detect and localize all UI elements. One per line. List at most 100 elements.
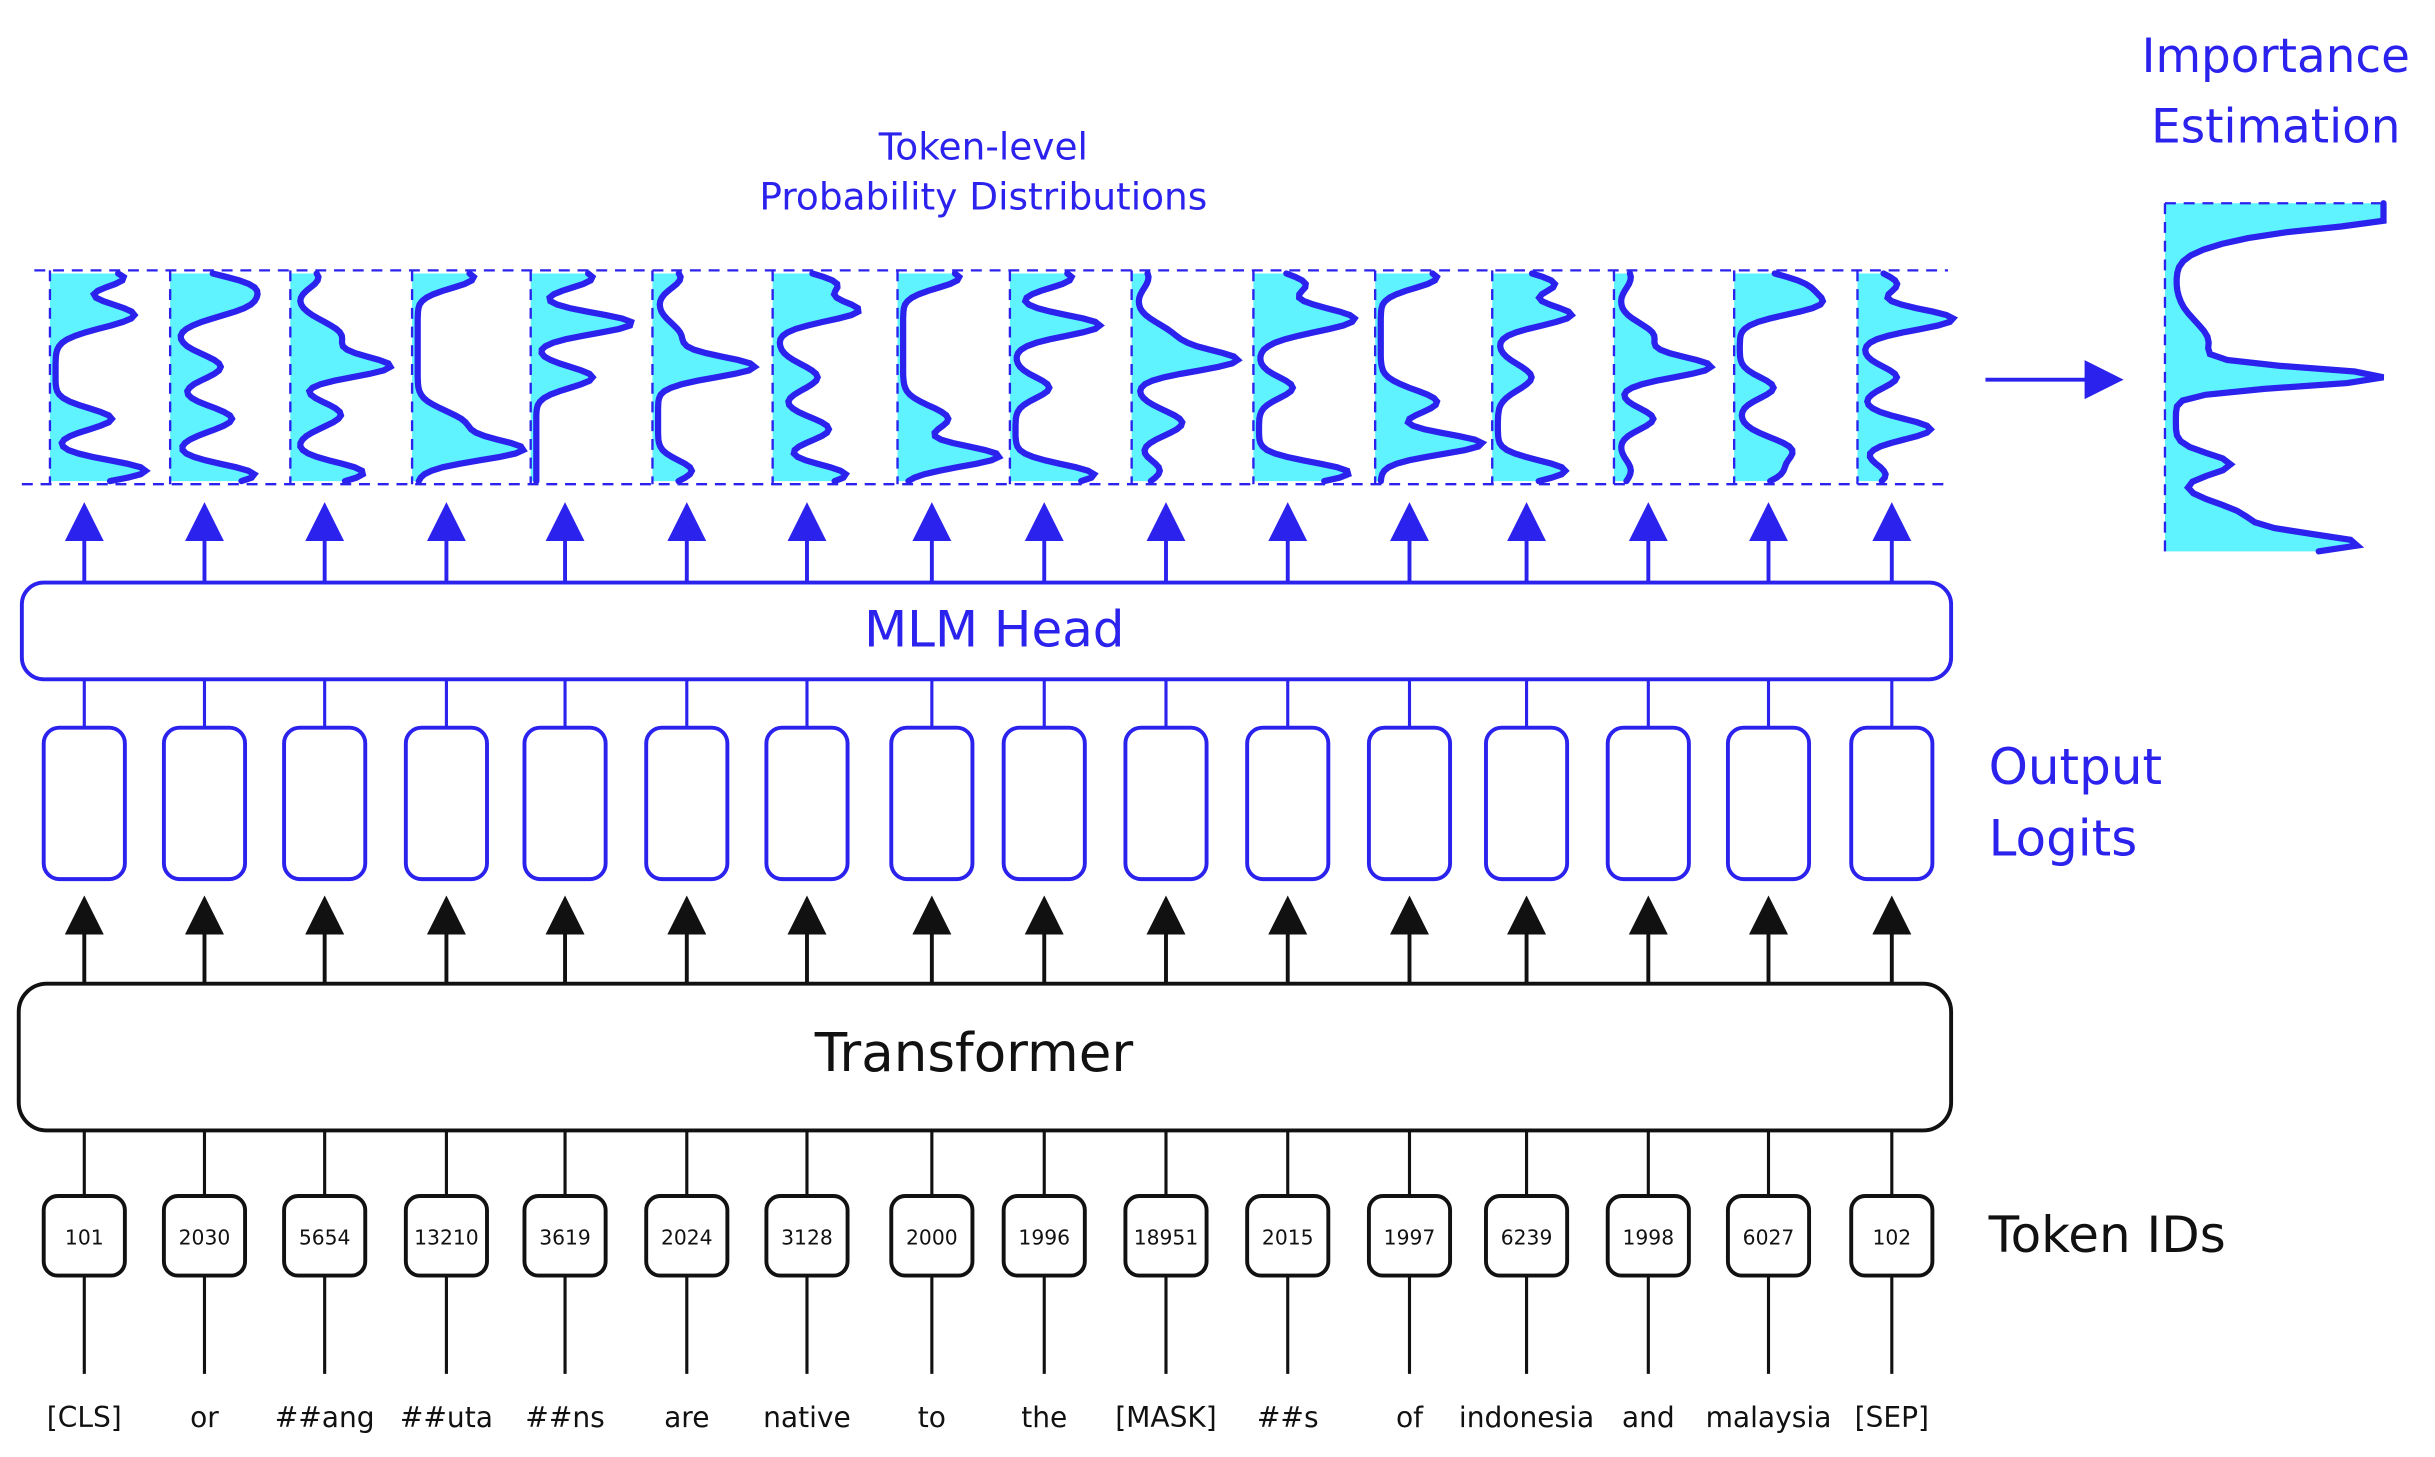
token-text: or [190,1401,219,1434]
importance-title-line2: Estimation [2151,100,2400,154]
token-id: 6027 [1743,1225,1795,1249]
distribution-fill [897,273,999,482]
mlm-head-box [19,580,1954,682]
output-logit-box [1001,725,1087,882]
output-logit-box [1484,725,1570,882]
distribution-curve [654,270,760,485]
distributions-title-line1: Token-level [878,125,1088,169]
token-text: [MASK] [1115,1401,1217,1434]
token-text: [CLS] [47,1401,122,1434]
token-id: 3128 [781,1225,833,1249]
distribution-curve [1494,270,1577,485]
transformer-label: Transformer [814,1022,1134,1084]
distribution-panel [48,270,151,485]
distribution-panels [48,270,1959,485]
token-id: 1997 [1384,1225,1436,1249]
token-id-box [1605,1194,1691,1278]
token-id: 6239 [1501,1225,1553,1249]
token-id: 2030 [179,1225,231,1249]
output-logits-label-line1: Output [1989,738,2162,796]
output-logit-boxes [41,679,1935,882]
output-logit-box [403,725,489,882]
token-id-box [161,1194,248,1278]
token-id: 1998 [1622,1225,1674,1249]
distribution-curve [297,270,395,485]
token-text: ##ns [525,1401,604,1434]
importance-curve [2172,200,2387,555]
distribution-curve [414,270,528,485]
token-id-box [1725,1194,1812,1278]
importance-title-line1: Importance [2142,30,2410,84]
input-tokens: [CLS] or ##ang ##uta ##ns are native to the [MASK… [47,1401,1929,1434]
distribution-curve [1736,270,1827,485]
token-id-box [1123,1194,1209,1278]
token-id: 18951 [1134,1225,1199,1249]
distribution-panel [1732,270,1827,485]
token-text: ##s [1257,1401,1319,1434]
distribution-curve [177,270,261,485]
distribution-panel [1491,270,1577,485]
token-text: of [1396,1401,1424,1434]
token-id: 2024 [661,1225,713,1249]
output-logit-box [1366,725,1453,882]
distribution-panel [529,270,635,485]
token-text: native [763,1401,851,1434]
distribution-fill [1009,273,1100,482]
transformer-box [16,981,1954,1133]
importance-distribution [2163,200,2387,555]
mlm-output-arrows [64,502,1912,581]
token-id: 102 [1872,1225,1911,1249]
token-id-box [764,1194,850,1278]
token-text: [SEP] [1855,1401,1929,1434]
distribution-panel [1856,270,1959,485]
distribution-panel [1130,270,1243,485]
token-id: 2015 [1262,1225,1314,1249]
distribution-curve [900,270,1004,485]
output-logit-box [644,725,730,882]
distribution-panel [1008,270,1105,485]
distribution-curve [1012,270,1105,485]
token-id-box [889,1194,975,1278]
distribution-panel [1373,270,1488,485]
token-id: 3619 [539,1225,591,1249]
output-logit-box [1725,725,1812,882]
distribution-panel [771,270,862,485]
token-text: the [1021,1401,1067,1434]
token-text: to [918,1401,946,1434]
distribution-fill [1492,273,1572,482]
output-logit-box [41,725,127,882]
distribution-curve [52,270,151,485]
importance-fill [2164,203,2384,552]
token-id: 101 [65,1225,104,1249]
token-id-box [1245,1194,1331,1278]
token-ids-label: Token IDs [1988,1206,2226,1264]
distributions-title-line2: Probability Distributions [759,175,1207,219]
token-id: 1996 [1018,1225,1070,1249]
output-logit-box [161,725,248,882]
distribution-fill [412,273,524,482]
token-id-box [41,1194,127,1278]
distribution-fill [49,273,146,482]
distribution-curve [1135,270,1243,485]
distribution-curve [1618,270,1716,485]
distribution-panel [1612,270,1716,485]
mlm-head-label: MLM Head [864,601,1124,659]
output-logit-box [1123,725,1209,882]
token-id-box [644,1194,730,1278]
distribution-panel [651,270,760,485]
token-id-box [1001,1194,1087,1278]
token-id: 5654 [299,1225,351,1249]
output-logit-box [1245,725,1331,882]
distribution-fill [1253,273,1355,482]
output-logit-box [522,725,608,882]
token-text: ##uta [400,1401,493,1434]
token-text: indonesia [1459,1401,1594,1434]
output-logits-label-line2: Logits [1989,810,2138,868]
distribution-curve [776,270,862,485]
distribution-panel [410,270,528,485]
distribution-curve [533,270,635,485]
token-id-box [1366,1194,1453,1278]
token-id: 13210 [414,1225,479,1249]
token-id-boxes: 101 2030 5654 13210 3619 2024 3128 2000 1996 1895… [41,1130,1935,1374]
